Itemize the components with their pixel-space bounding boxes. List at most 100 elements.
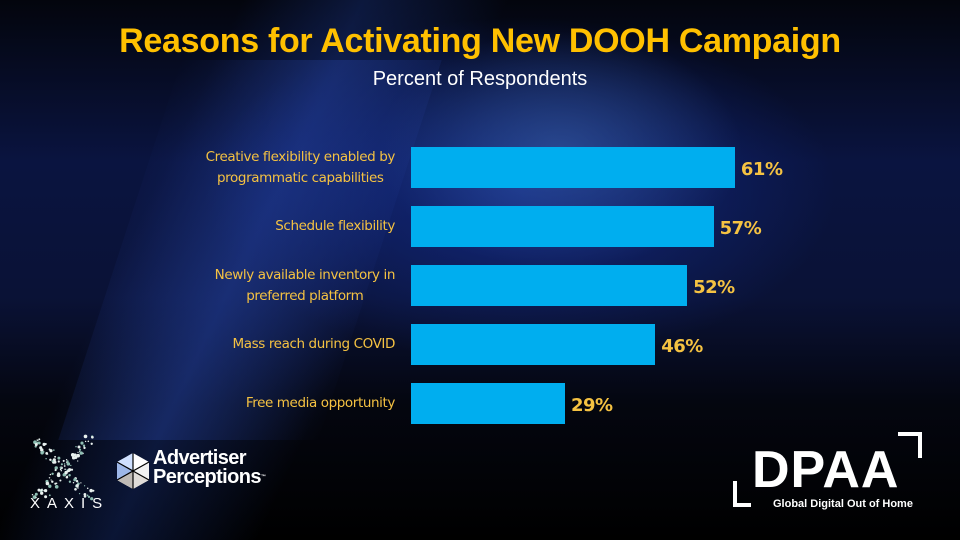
xaxis-logo-dot bbox=[87, 440, 90, 443]
xaxis-logo-dot bbox=[75, 480, 79, 483]
xaxis-logo-dot bbox=[31, 493, 34, 496]
advertiser-perceptions-logo-icon bbox=[116, 453, 150, 489]
xaxis-logo-dot bbox=[78, 448, 82, 451]
xaxis-logo-dot bbox=[91, 435, 94, 439]
bar bbox=[411, 265, 688, 306]
bar bbox=[411, 147, 735, 188]
xaxis-logo-dot bbox=[70, 464, 72, 467]
xaxis-logo-dot bbox=[51, 480, 54, 483]
xaxis-logo-dot bbox=[74, 487, 77, 491]
xaxis-logo-dot bbox=[75, 445, 77, 448]
category-label-text: Schedule flexibility bbox=[275, 216, 395, 237]
chart-subtitle: Percent of Respondents bbox=[372, 68, 588, 90]
xaxis-logo-dot bbox=[40, 489, 43, 492]
category-label-line: Schedule flexibility bbox=[275, 218, 395, 234]
xaxis-logo-dot bbox=[62, 459, 65, 462]
xaxis-logo-dot bbox=[54, 482, 57, 485]
xaxis-logo-dot bbox=[49, 473, 52, 476]
ap-line-2-text: Perceptions bbox=[153, 466, 261, 488]
xaxis-logo-dot bbox=[49, 458, 52, 462]
xaxis-logo-dot bbox=[57, 460, 60, 463]
xaxis-logo-dot bbox=[52, 449, 55, 451]
xaxis-logo-dot bbox=[68, 473, 71, 477]
xaxis-logo-dot bbox=[83, 485, 86, 487]
category-label: Schedule flexibility bbox=[135, 206, 395, 247]
category-label: Free media opportunity bbox=[135, 383, 396, 424]
xaxis-logo-dot bbox=[57, 472, 61, 476]
category-label-text: Newly available inventory in preferred pl… bbox=[215, 265, 396, 307]
xaxis-logo-dot bbox=[83, 495, 87, 498]
xaxis-logo-dot bbox=[48, 484, 52, 488]
xaxis-logo-dot bbox=[39, 446, 43, 450]
xaxis-logo-dot bbox=[86, 487, 89, 490]
xaxis-logo-dot bbox=[77, 487, 79, 489]
xaxis-logo-dot bbox=[70, 453, 75, 457]
xaxis-logo-dot bbox=[32, 495, 37, 499]
xaxis-logo-dot bbox=[63, 465, 66, 467]
xaxis-logo-dot bbox=[54, 455, 57, 458]
xaxis-logo-dot bbox=[76, 453, 80, 458]
xaxis-logo-dot bbox=[65, 459, 68, 461]
bar bbox=[411, 324, 656, 365]
category-label-line: Creative flexibility enabled by bbox=[205, 148, 396, 165]
xaxis-logo-dot bbox=[89, 488, 93, 493]
xaxis-logo-dot bbox=[83, 434, 88, 439]
advertiser-perceptions-logo-text: Advertiser Perceptions™ bbox=[153, 447, 266, 488]
xaxis-logo-dot bbox=[52, 458, 56, 462]
xaxis-logo-text: XAXIS bbox=[30, 495, 110, 512]
ap-line-2: Perceptions™ bbox=[153, 466, 266, 488]
xaxis-logo-dot bbox=[50, 479, 52, 481]
xaxis-logo-dot bbox=[75, 484, 79, 488]
category-label-text: Mass reach during COVID bbox=[233, 334, 396, 355]
xaxis-logo-dot bbox=[37, 488, 41, 492]
bar bbox=[411, 383, 565, 424]
xaxis-logo-dot bbox=[79, 450, 81, 453]
data-label: 52% bbox=[693, 277, 735, 298]
bar bbox=[411, 206, 714, 247]
xaxis-logo-dot bbox=[36, 439, 38, 441]
xaxis-logo-dot bbox=[51, 460, 54, 463]
xaxis-logo-dot bbox=[62, 473, 66, 477]
xaxis-logo-dot bbox=[64, 468, 66, 470]
xaxis-logo-dot bbox=[72, 481, 75, 484]
xaxis-logo-dot bbox=[54, 469, 57, 472]
category-label-text: Free media opportunity bbox=[246, 393, 396, 414]
category-label-line: programmatic capabilities bbox=[217, 169, 384, 186]
xaxis-logo-dot bbox=[48, 477, 51, 479]
dpaa-bracket-bottom-left-icon bbox=[733, 481, 751, 507]
xaxis-logo-dot bbox=[64, 470, 68, 475]
trademark-symbol: ™ bbox=[260, 474, 266, 480]
xaxis-logo-dot bbox=[83, 493, 86, 496]
xaxis-logo-dot bbox=[45, 457, 47, 460]
category-label-text: Creative flexibility enabled by programma… bbox=[205, 147, 396, 189]
xaxis-logo-dot bbox=[78, 492, 81, 495]
xaxis-logo-dot bbox=[59, 466, 62, 469]
xaxis-logo-dot bbox=[45, 481, 50, 486]
xaxis-logo-dot bbox=[34, 492, 38, 496]
xaxis-logo-dot bbox=[80, 441, 84, 445]
data-label: 61% bbox=[740, 159, 783, 180]
xaxis-logo-dot bbox=[46, 453, 49, 455]
xaxis-logo-dot bbox=[66, 475, 68, 478]
xaxis-logo-dot bbox=[77, 445, 81, 449]
xaxis-logo-dot bbox=[59, 468, 62, 471]
xaxis-logo-dot bbox=[60, 463, 63, 466]
category-label: Creative flexibility enabled by programma… bbox=[135, 147, 396, 189]
xaxis-logo-dot bbox=[66, 460, 69, 463]
xaxis-logo-dot bbox=[53, 460, 57, 464]
xaxis-logo-icon bbox=[31, 434, 95, 501]
xaxis-logo-dot bbox=[82, 444, 86, 447]
xaxis-logo-dot bbox=[79, 451, 83, 455]
xaxis-logo-dot bbox=[42, 451, 45, 453]
ap-line-1: Advertiser bbox=[153, 447, 247, 469]
dpaa-bracket-top-right-icon bbox=[898, 432, 922, 458]
xaxis-logo-dot bbox=[40, 491, 44, 495]
xaxis-logo-dot bbox=[90, 442, 93, 445]
xaxis-logo-dot bbox=[68, 480, 72, 483]
xaxis-logo-dot bbox=[59, 479, 62, 482]
data-label: 57% bbox=[719, 218, 762, 239]
xaxis-logo-dot bbox=[35, 496, 37, 499]
xaxis-logo-dot bbox=[73, 478, 77, 482]
dpaa-logo-text: DPAA bbox=[752, 441, 900, 499]
